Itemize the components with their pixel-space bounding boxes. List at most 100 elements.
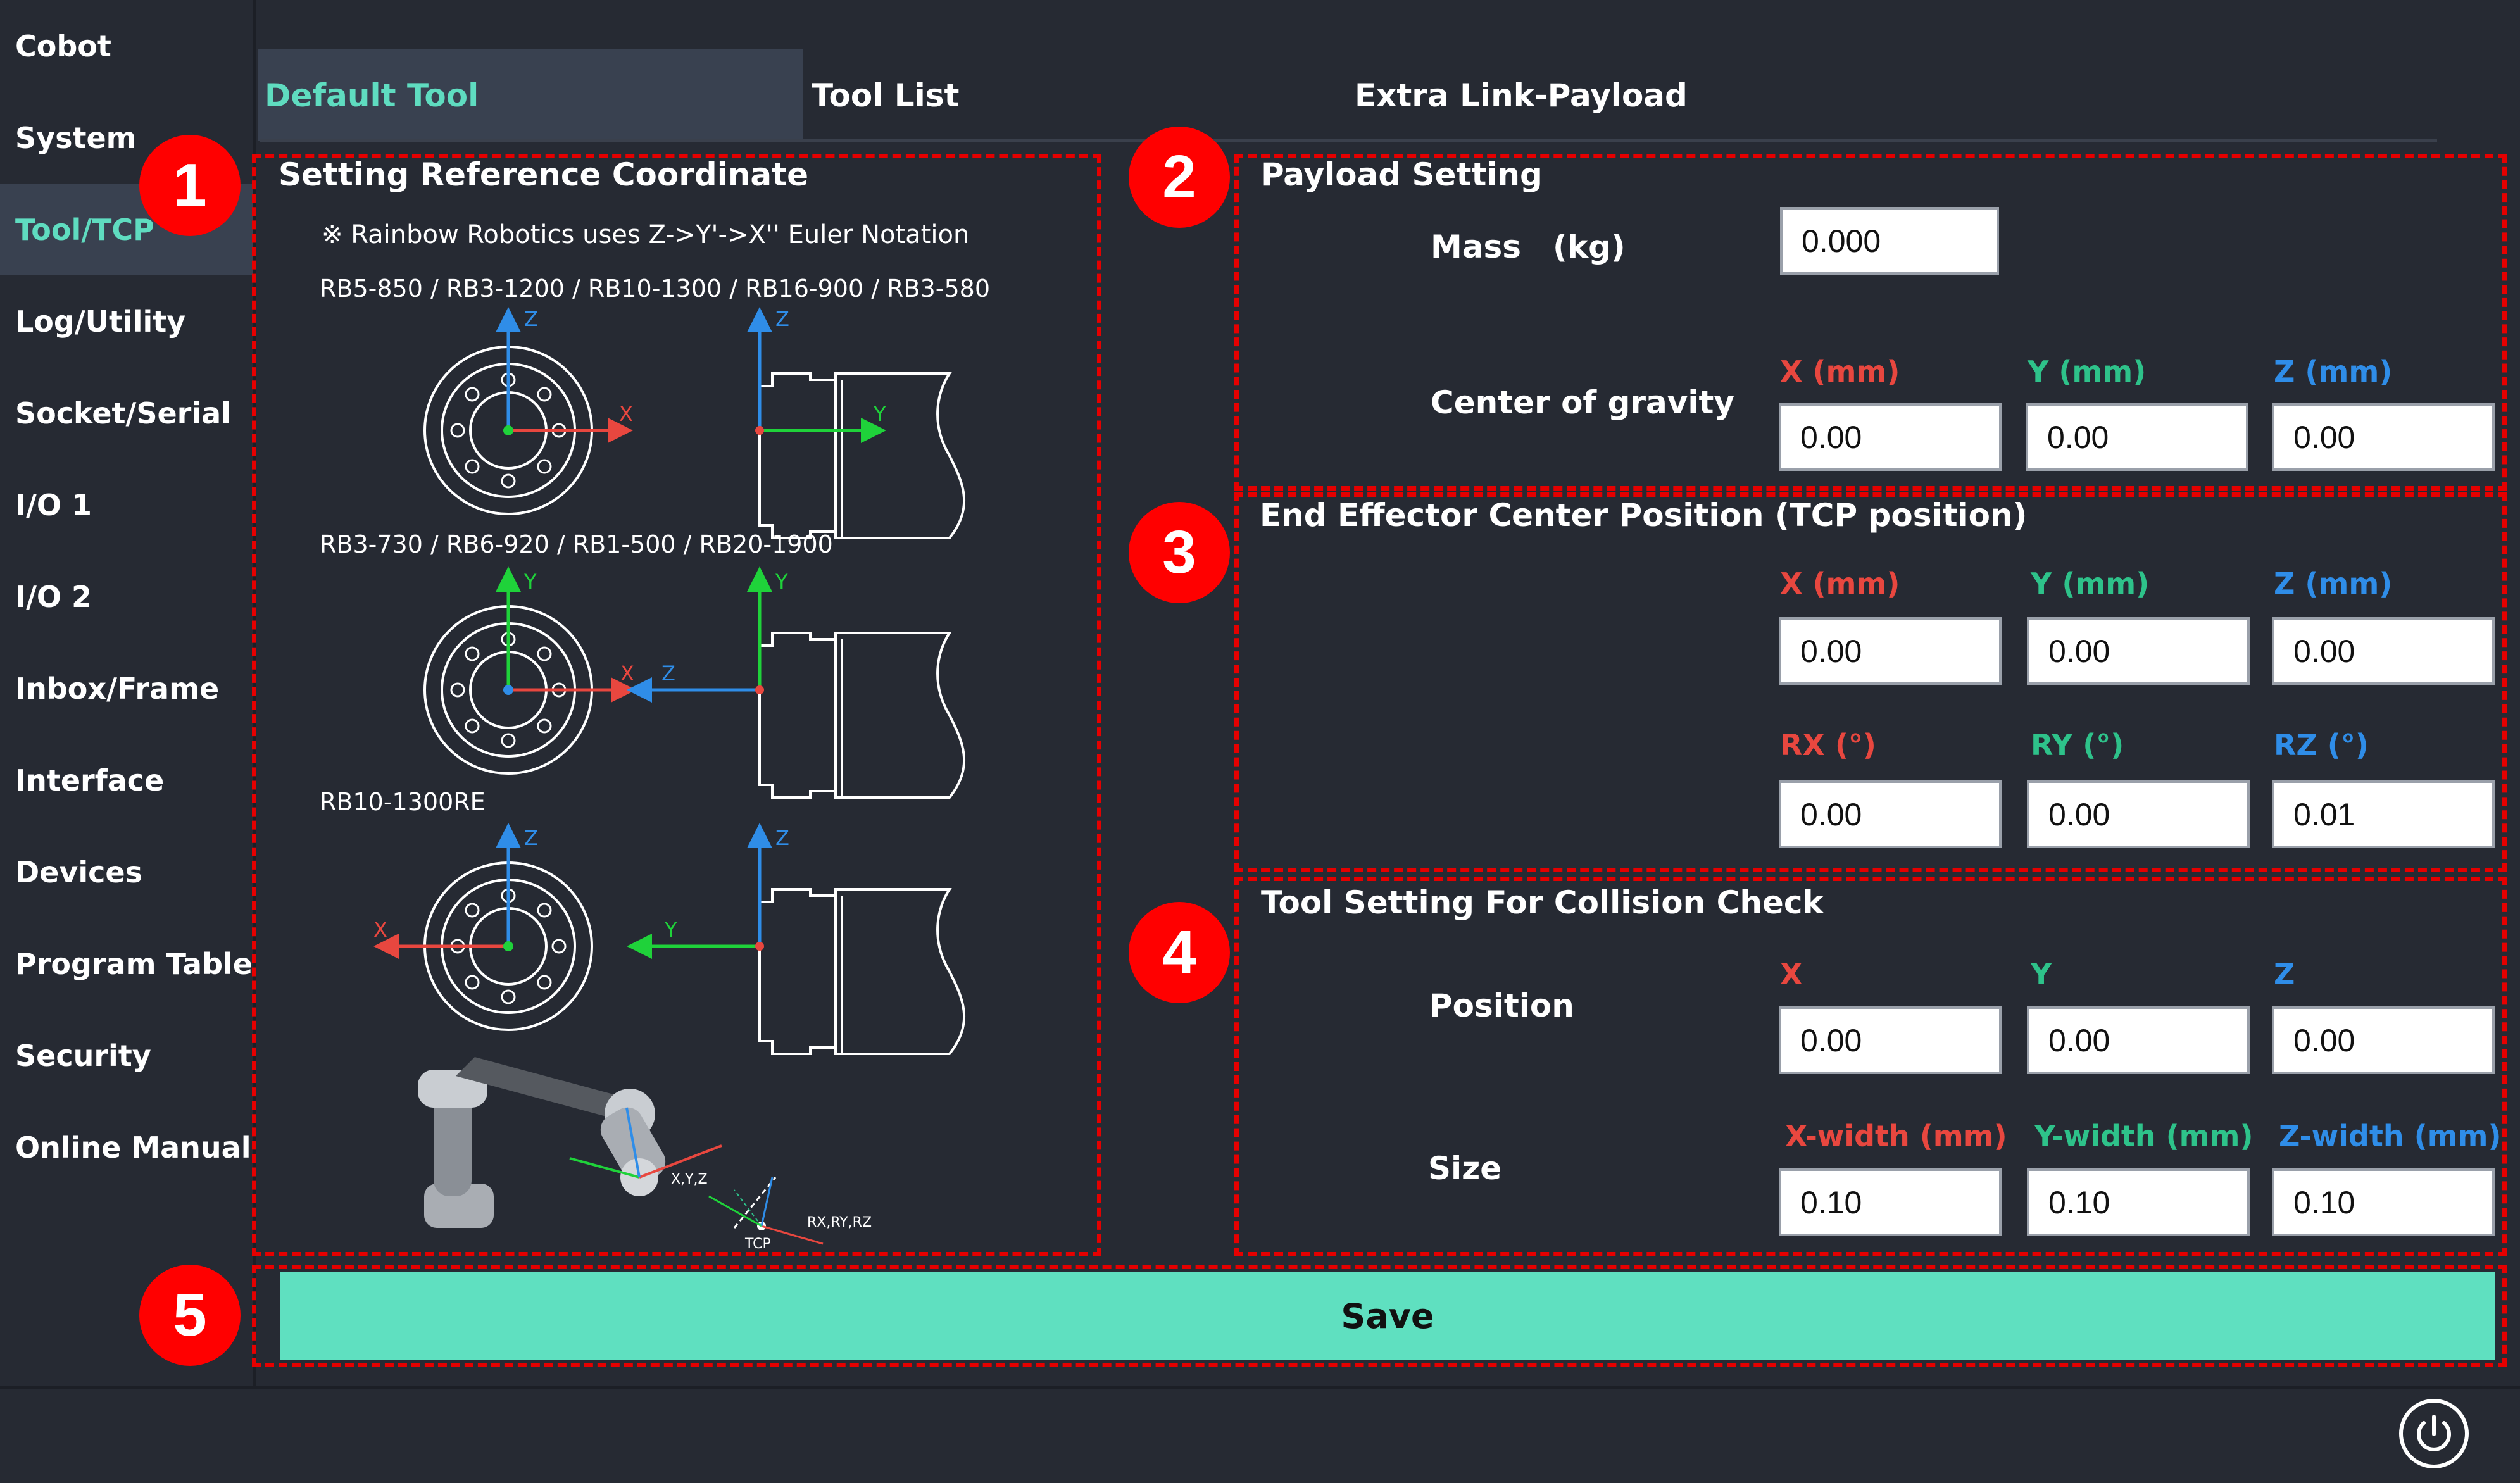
sidebar-item-io1[interactable]: I/O 1 <box>0 459 253 551</box>
tcp-x-input[interactable]: 0.00 <box>1779 617 2002 685</box>
marker-5: 5 <box>139 1265 241 1366</box>
collision-y-label: Y <box>2031 957 2052 991</box>
sidebar-item-label: Inbox/Frame <box>15 671 220 706</box>
tcp-z-input[interactable]: 0.00 <box>2272 617 2495 685</box>
axis-z-label: Z <box>661 661 675 685</box>
figure-rxyz-label: RX,RY,RZ <box>807 1215 872 1230</box>
mass-input[interactable]: 0.000 <box>1780 207 1999 275</box>
tab-label: Default Tool <box>265 77 479 114</box>
collision-title: Tool Setting For Collision Check <box>1261 884 1824 921</box>
sidebar-item-label: Security <box>15 1038 151 1073</box>
marker-3: 3 <box>1129 502 1230 603</box>
axis-z-label: Z <box>775 307 789 331</box>
collision-position-y-input[interactable]: 0.00 <box>2027 1006 2250 1074</box>
euler-note: ※ Rainbow Robotics uses Z->Y'->X'' Euler… <box>322 220 970 249</box>
sidebar-item-label: Online Manual <box>15 1130 251 1165</box>
collision-y-width-label: Y-width (mm) <box>2034 1119 2254 1153</box>
sidebar-item-label: Interface <box>15 763 165 798</box>
save-button[interactable]: Save <box>280 1272 2495 1360</box>
sidebar-item-cobot[interactable]: Cobot <box>0 0 253 92</box>
tab-default-tool[interactable]: Default Tool <box>258 49 803 141</box>
cog-z-input[interactable]: 0.00 <box>2272 403 2495 471</box>
flange-front-icon <box>373 823 593 1031</box>
axis-x-label: X <box>620 661 634 685</box>
flange-front-icon <box>423 307 633 515</box>
tcp-z-label: Z (mm) <box>2274 566 2393 601</box>
power-icon[interactable] <box>2399 1399 2469 1468</box>
bottom-bar <box>0 1386 2520 1483</box>
section-payload-setting <box>1234 154 2507 491</box>
sidebar-item-label: Tool/TCP <box>15 212 154 247</box>
sidebar-item-inbox-frame[interactable]: Inbox/Frame <box>0 642 253 734</box>
figure-xyz-label: X,Y,Z <box>671 1172 708 1187</box>
sidebar-item-interface[interactable]: Interface <box>0 734 253 826</box>
robot-group-1-label: RB5-850 / RB3-1200 / RB10-1300 / RB16-90… <box>320 275 991 303</box>
sidebar-item-label: System <box>15 120 137 155</box>
axis-y-label: Y <box>775 570 788 594</box>
figure-tcp-label: TCP <box>744 1236 771 1252</box>
tcp-title: End Effector Center Position (TCP positi… <box>1260 497 2028 534</box>
axis-y-label: Y <box>873 402 886 426</box>
cog-z-label: Z (mm) <box>2274 354 2393 389</box>
reference-title: Setting Reference Coordinate <box>279 156 808 193</box>
marker-4: 4 <box>1129 902 1230 1003</box>
collision-z-width-label: Z-width (mm) <box>2279 1119 2502 1153</box>
sidebar-item-label: Program Table <box>15 946 253 981</box>
robot-arm-illustration <box>418 1057 824 1245</box>
sidebar-item-system[interactable]: System <box>0 92 253 184</box>
robot-group-2-label: RB3-730 / RB6-920 / RB1-500 / RB20-1900 <box>320 530 833 558</box>
section-reference-coordinate <box>252 154 1101 1256</box>
sidebar-item-socket-serial[interactable]: Socket/Serial <box>0 367 253 459</box>
tab-tool-list[interactable]: Tool List <box>812 49 1128 141</box>
tcp-y-input[interactable]: 0.00 <box>2027 617 2250 685</box>
tab-underline <box>260 139 2437 142</box>
size-label: Size <box>1428 1150 1502 1187</box>
section-save <box>252 1265 2507 1367</box>
tcp-rx-input[interactable]: 0.00 <box>1779 780 2002 848</box>
tcp-rz-label: RZ (°) <box>2274 728 2369 762</box>
payload-title: Payload Setting <box>1261 156 1543 193</box>
sidebar: Cobot System Tool/TCP Log/Utility Socket… <box>0 0 256 1386</box>
sidebar-item-label: Cobot <box>15 28 111 63</box>
cog-x-label: X (mm) <box>1780 354 1900 389</box>
tcp-ry-input[interactable]: 0.00 <box>2027 780 2250 848</box>
robot-group-3-label: RB10-1300RE <box>320 788 486 816</box>
sidebar-item-label: I/O 1 <box>15 487 92 522</box>
section-collision-check <box>1234 877 2507 1256</box>
tcp-y-label: Y (mm) <box>2031 566 2150 601</box>
sidebar-item-label: Log/Utility <box>15 304 186 339</box>
cog-y-input[interactable]: 0.00 <box>2026 403 2248 471</box>
sidebar-item-security[interactable]: Security <box>0 1010 253 1101</box>
collision-size-x-input[interactable]: 0.10 <box>1779 1168 2002 1236</box>
flange-side-icon <box>627 823 965 1055</box>
axis-y-label: Y <box>523 570 537 594</box>
collision-position-x-input[interactable]: 0.00 <box>1779 1006 2002 1074</box>
collision-size-z-input[interactable]: 0.10 <box>2272 1168 2495 1236</box>
power-icon <box>2417 1415 2451 1451</box>
axis-x-label: X <box>373 918 387 942</box>
collision-x-label: X <box>1780 957 1803 991</box>
axis-x-label: X <box>619 402 633 426</box>
tcp-x-label: X (mm) <box>1780 566 1900 601</box>
flange-front-icon <box>423 566 636 775</box>
collision-size-y-input[interactable]: 0.10 <box>2027 1168 2250 1236</box>
position-label: Position <box>1429 987 1574 1024</box>
axis-y-label: Y <box>664 918 677 942</box>
sidebar-item-program-table[interactable]: Program Table <box>0 918 253 1010</box>
sidebar-item-devices[interactable]: Devices <box>0 826 253 918</box>
axis-z-label: Z <box>775 826 789 850</box>
section-tcp-position <box>1234 492 2507 872</box>
collision-position-z-input[interactable]: 0.00 <box>2272 1006 2495 1074</box>
sidebar-item-online-manual[interactable]: Online Manual <box>0 1101 253 1193</box>
tcp-rz-input[interactable]: 0.01 <box>2272 780 2495 848</box>
sidebar-item-label: Socket/Serial <box>15 396 231 430</box>
sidebar-item-io2[interactable]: I/O 2 <box>0 551 253 642</box>
tab-extra-link-payload[interactable]: Extra Link-Payload <box>1355 49 1861 141</box>
cog-y-label: Y (mm) <box>2028 354 2147 389</box>
sidebar-item-label: I/O 2 <box>15 579 92 614</box>
sidebar-item-log-utility[interactable]: Log/Utility <box>0 275 253 367</box>
mass-label: Mass (kg) <box>1431 228 1626 265</box>
cog-x-input[interactable]: 0.00 <box>1779 403 2002 471</box>
marker-1: 1 <box>139 135 241 236</box>
tcp-rx-label: RX (°) <box>1780 728 1876 762</box>
